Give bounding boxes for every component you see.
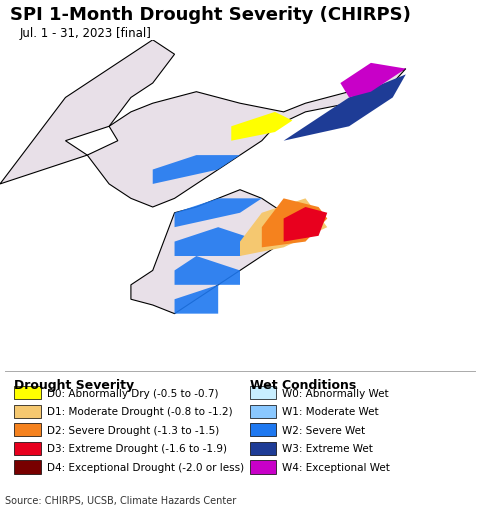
Text: D0: Abnormally Dry (-0.5 to -0.7): D0: Abnormally Dry (-0.5 to -0.7) xyxy=(47,388,218,398)
Polygon shape xyxy=(175,285,218,314)
Text: Drought Severity: Drought Severity xyxy=(14,379,134,391)
Text: Wet Conditions: Wet Conditions xyxy=(250,379,356,391)
Polygon shape xyxy=(131,190,305,314)
Bar xyxy=(250,405,276,418)
Text: Source: CHIRPS, UCSB, Climate Hazards Center: Source: CHIRPS, UCSB, Climate Hazards Ce… xyxy=(5,495,236,505)
Text: SPI 1-Month Drought Severity (CHIRPS): SPI 1-Month Drought Severity (CHIRPS) xyxy=(10,6,410,24)
Polygon shape xyxy=(231,112,292,142)
Bar xyxy=(250,386,276,400)
Polygon shape xyxy=(175,257,240,285)
Bar xyxy=(250,442,276,455)
Text: D3: Extreme Drought (-1.6 to -1.9): D3: Extreme Drought (-1.6 to -1.9) xyxy=(47,443,227,454)
Text: D4: Exceptional Drought (-2.0 or less): D4: Exceptional Drought (-2.0 or less) xyxy=(47,462,244,472)
Text: W3: Extreme Wet: W3: Extreme Wet xyxy=(282,443,372,454)
Text: D2: Severe Drought (-1.3 to -1.5): D2: Severe Drought (-1.3 to -1.5) xyxy=(47,425,219,435)
Bar xyxy=(14,405,41,418)
Polygon shape xyxy=(262,199,327,248)
Bar xyxy=(14,442,41,455)
Polygon shape xyxy=(240,199,327,257)
Bar xyxy=(250,423,276,437)
Text: W1: Moderate Wet: W1: Moderate Wet xyxy=(282,407,378,416)
Polygon shape xyxy=(284,208,327,242)
Polygon shape xyxy=(284,75,406,142)
Bar xyxy=(14,386,41,400)
Polygon shape xyxy=(175,199,262,228)
Text: Jul. 1 - 31, 2023 [final]: Jul. 1 - 31, 2023 [final] xyxy=(19,26,151,39)
Bar xyxy=(14,461,41,474)
Polygon shape xyxy=(175,228,262,257)
Text: W4: Exceptional Wet: W4: Exceptional Wet xyxy=(282,462,390,472)
Text: W2: Severe Wet: W2: Severe Wet xyxy=(282,425,365,435)
Polygon shape xyxy=(340,64,406,98)
Polygon shape xyxy=(87,70,406,208)
Text: D1: Moderate Drought (-0.8 to -1.2): D1: Moderate Drought (-0.8 to -1.2) xyxy=(47,407,232,416)
Polygon shape xyxy=(0,41,175,185)
Polygon shape xyxy=(153,156,240,185)
Bar xyxy=(250,461,276,474)
Bar xyxy=(14,423,41,437)
Text: W0: Abnormally Wet: W0: Abnormally Wet xyxy=(282,388,388,398)
